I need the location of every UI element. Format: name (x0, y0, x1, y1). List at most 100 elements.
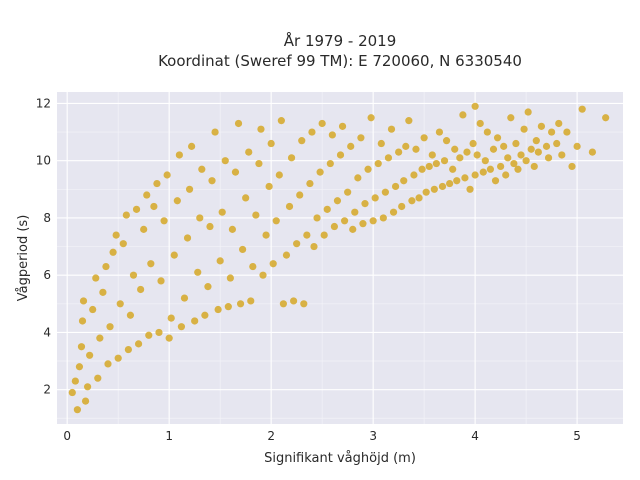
data-point (374, 159, 382, 168)
data-point (226, 274, 234, 282)
data-point (344, 188, 352, 196)
data-point (418, 165, 426, 173)
data-point (371, 194, 379, 202)
data-point (507, 114, 515, 122)
data-point (369, 217, 377, 225)
data-point (323, 205, 331, 213)
data-point (497, 162, 505, 171)
data-point (555, 119, 563, 128)
data-point (364, 165, 372, 173)
data-point (351, 208, 359, 216)
x-tick-label: 0 (63, 429, 71, 443)
data-point (308, 128, 316, 136)
data-point (204, 283, 212, 291)
data-point (466, 185, 474, 193)
data-point (387, 125, 396, 133)
data-point (512, 139, 520, 148)
data-point (453, 177, 461, 185)
data-point (99, 288, 107, 296)
data-point (129, 271, 138, 279)
data-point (326, 159, 334, 168)
data-point (208, 177, 216, 185)
data-point (157, 277, 165, 285)
data-point (425, 162, 433, 171)
data-point (379, 214, 387, 222)
data-point (112, 231, 120, 239)
data-point (449, 165, 457, 173)
data-point (177, 323, 186, 331)
data-point (198, 165, 206, 173)
grid-lines (57, 92, 623, 424)
data-point (398, 202, 406, 211)
data-point (500, 142, 508, 150)
data-point (456, 154, 464, 162)
data-point (530, 162, 538, 171)
data-point (524, 108, 532, 116)
data-point (143, 191, 151, 199)
data-point (75, 363, 84, 371)
data-point (442, 137, 451, 145)
data-point (170, 251, 178, 259)
data-point (218, 208, 226, 216)
chart-title-line-2: Koordinat (Sweref 99 TM): E 720060, N 63… (158, 52, 522, 70)
data-point (310, 242, 318, 251)
x-tick-label: 4 (471, 429, 479, 443)
data-point (459, 111, 467, 119)
data-point (214, 305, 222, 314)
data-point (77, 343, 86, 351)
data-point (73, 406, 81, 414)
data-point (201, 311, 209, 319)
data-point (578, 105, 586, 113)
data-point (359, 220, 367, 228)
data-point (553, 139, 561, 148)
data-point (303, 231, 311, 239)
data-point (231, 168, 240, 176)
data-point (71, 377, 79, 385)
data-point (296, 191, 304, 199)
data-point (106, 323, 114, 331)
data-point (245, 148, 253, 156)
data-point (522, 157, 530, 165)
data-point (140, 225, 148, 233)
x-axis-title: Signifikant våghöjd (m) (264, 451, 416, 466)
data-point (502, 171, 510, 179)
data-point (78, 317, 87, 325)
data-point (534, 148, 542, 156)
data-point (481, 157, 489, 165)
data-point (432, 159, 440, 168)
data-point (336, 151, 345, 159)
data-point (473, 151, 481, 159)
data-point (183, 234, 192, 242)
data-point (86, 351, 94, 359)
y-tick-label: 2 (43, 383, 51, 397)
data-point (167, 314, 175, 322)
data-point (287, 154, 296, 162)
data-point (221, 157, 229, 165)
data-point (517, 151, 525, 159)
data-point (510, 159, 518, 168)
data-point (316, 168, 324, 176)
data-point (242, 194, 250, 202)
x-tick-label: 2 (267, 429, 275, 443)
data-point (537, 122, 546, 130)
data-point (155, 328, 163, 337)
data-point (318, 119, 326, 128)
data-point (469, 139, 477, 148)
data-point (354, 174, 362, 182)
data-point (279, 300, 287, 308)
data-point (333, 197, 342, 205)
data-point (298, 137, 306, 145)
data-point (471, 171, 479, 179)
x-tick-label: 1 (165, 429, 173, 443)
data-point (588, 148, 597, 156)
data-point (440, 157, 449, 165)
data-point (395, 148, 403, 156)
data-point (289, 297, 298, 305)
data-point (68, 388, 76, 397)
data-point (367, 114, 375, 122)
data-point (377, 139, 385, 148)
data-point (504, 154, 512, 162)
data-point (520, 125, 528, 133)
data-point (247, 297, 255, 305)
data-point (489, 145, 498, 153)
